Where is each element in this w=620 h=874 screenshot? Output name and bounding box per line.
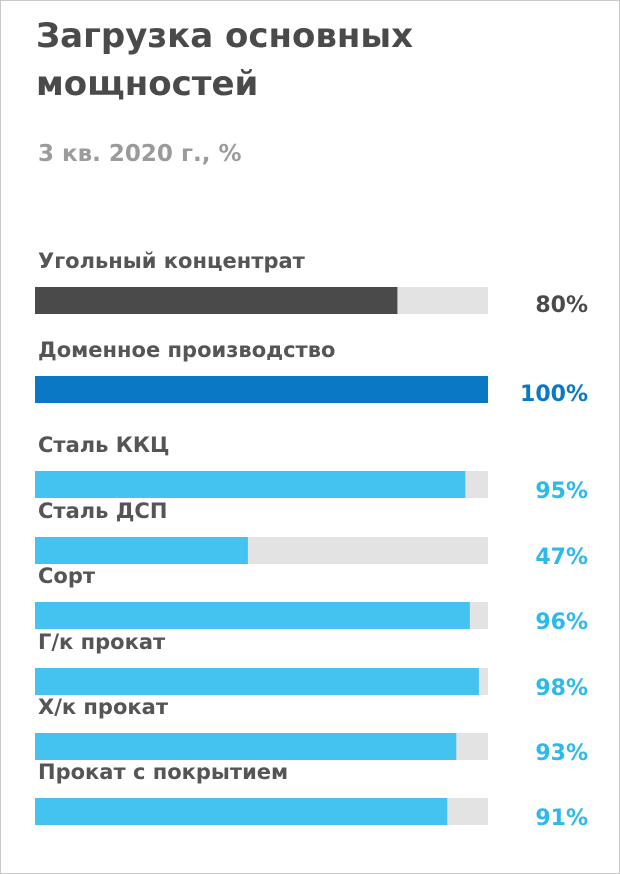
chart-subtitle: 3 кв. 2020 г., %	[38, 141, 242, 167]
value-label: 98%	[535, 676, 588, 701]
bar	[35, 668, 479, 695]
bar	[35, 602, 470, 629]
category-label: Х/к прокат	[38, 695, 169, 719]
bar	[35, 471, 466, 498]
category-label: Сталь ККЦ	[38, 433, 170, 457]
value-label: 100%	[520, 382, 588, 407]
bar	[35, 376, 488, 403]
bar	[35, 287, 398, 314]
bar	[35, 537, 248, 564]
chart-title: Загрузка основных мощностей	[36, 16, 414, 104]
bar	[35, 798, 448, 825]
value-label: 95%	[535, 479, 588, 504]
value-label: 47%	[535, 545, 588, 570]
category-label: Сорт	[38, 564, 96, 588]
category-label: Г/к прокат	[38, 630, 166, 654]
category-label: Угольный концентрат	[38, 249, 306, 273]
value-label: 96%	[535, 610, 588, 635]
value-label: 80%	[535, 293, 588, 318]
value-label: 91%	[535, 806, 588, 831]
category-label: Прокат с покрытием	[38, 760, 288, 784]
bar	[35, 733, 457, 760]
value-label: 93%	[535, 741, 588, 766]
category-label: Доменное производство	[38, 338, 335, 362]
category-label: Сталь ДСП	[38, 499, 167, 523]
